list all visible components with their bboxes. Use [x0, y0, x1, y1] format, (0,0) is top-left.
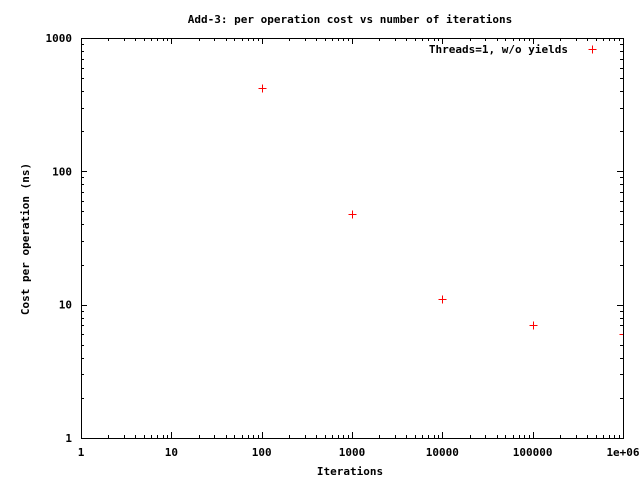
x-tick-label: 1: [78, 446, 85, 459]
y-axis-label: Cost per operation (ns): [19, 163, 32, 315]
x-tick-label: 100: [252, 446, 272, 459]
x-tick-label: 10000: [426, 446, 459, 459]
chart-title: Add-3: per operation cost vs number of i…: [188, 13, 513, 26]
data-point: [438, 295, 447, 304]
plot-frame: [81, 38, 624, 439]
x-tick-label: 1000: [339, 446, 366, 459]
legend-label: Threads=1, w/o yields: [429, 43, 568, 56]
x-tick-label: 10: [165, 446, 178, 459]
x-axis: 1 10 100 1000 10000 100000 1e+06: [78, 38, 640, 459]
y-tick-label: 100: [52, 165, 72, 178]
legend-marker: [588, 45, 597, 54]
legend-marker-plus: [588, 45, 597, 54]
legend: Threads=1, w/o yields: [429, 43, 597, 56]
data-point: [348, 210, 357, 219]
data-point: [619, 334, 623, 335]
y-axis: 1 10 100 1000: [46, 32, 623, 445]
data-point: [258, 84, 267, 93]
x-tick-label: 100000: [513, 446, 553, 459]
x-axis-label: Iterations: [317, 465, 383, 478]
data-points: [258, 84, 623, 335]
x-tick-label: 1e+06: [606, 446, 639, 459]
y-tick-label: 10: [59, 299, 72, 312]
y-tick-label: 1000: [46, 32, 73, 45]
data-point: [529, 321, 538, 330]
y-tick-label: 1: [65, 432, 72, 445]
